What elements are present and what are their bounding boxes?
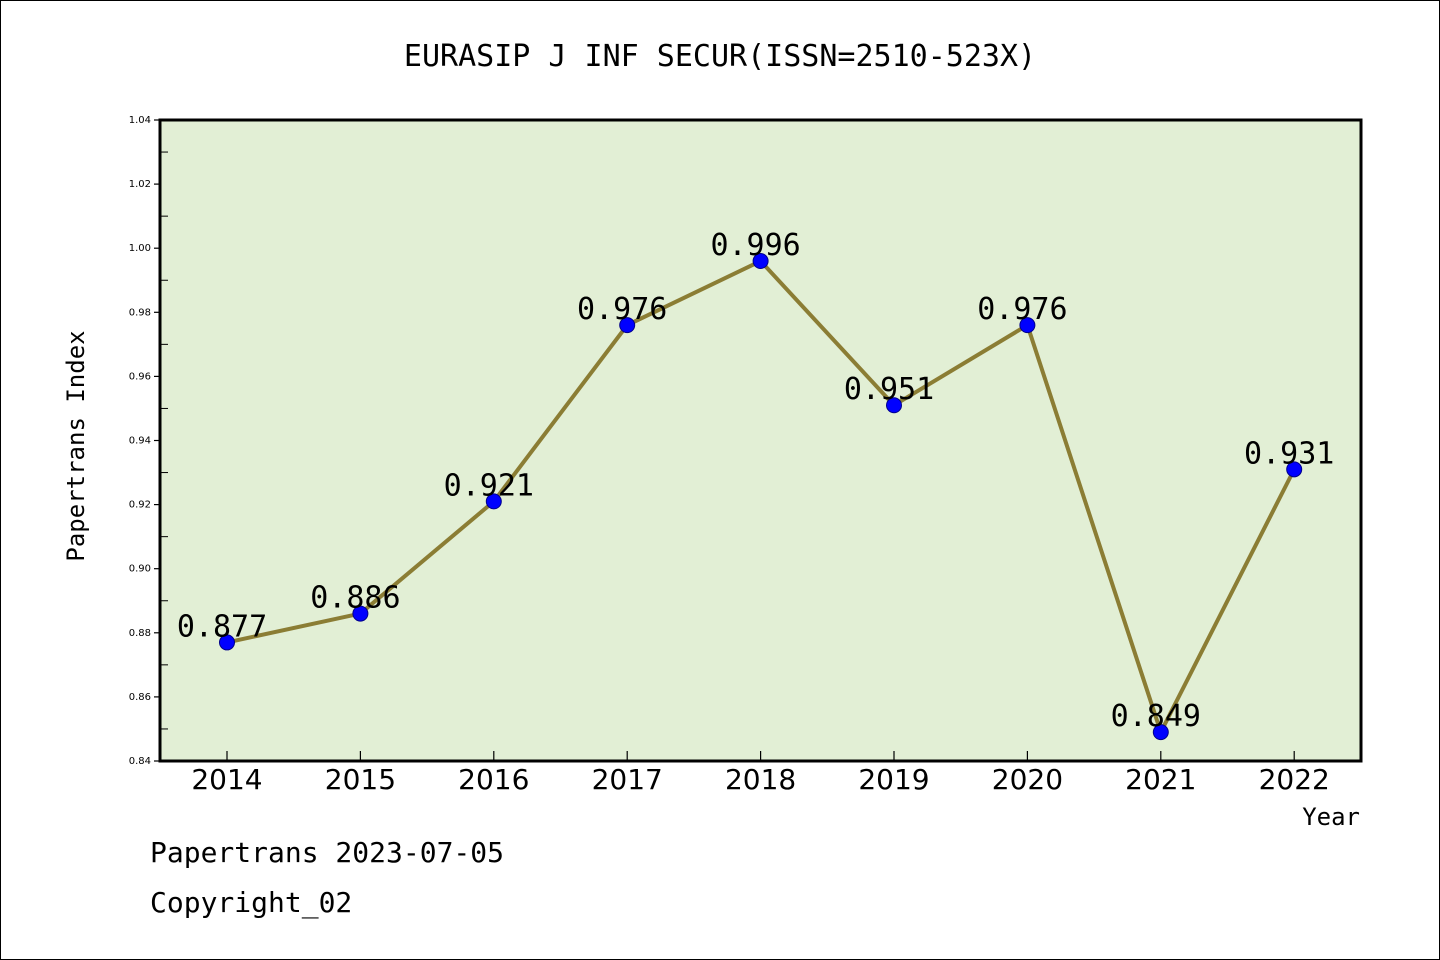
data-label: 0.877 (177, 609, 267, 644)
x-tick-label: 2019 (858, 763, 929, 796)
data-point (219, 634, 235, 651)
x-tick-label: 2014 (191, 763, 262, 796)
plot-area (158, 118, 1363, 763)
data-label: 0.951 (844, 372, 934, 407)
x-tick-label: 2018 (725, 763, 796, 796)
y-tick-label: 0.92 (129, 500, 151, 511)
y-tick-label: 1.02 (129, 179, 151, 190)
x-tick-label: 2017 (592, 763, 663, 796)
data-label: 0.976 (577, 292, 667, 327)
data-label: 0.976 (977, 292, 1067, 327)
y-tick-label: 0.84 (129, 756, 151, 767)
data-point (485, 493, 502, 510)
y-tick-label: 1.04 (129, 115, 151, 126)
x-tick-label: 2016 (458, 763, 529, 796)
x-tick-label: 2022 (1259, 763, 1330, 796)
y-tick-label: 0.90 (129, 564, 151, 575)
data-point (1286, 461, 1303, 478)
footer-date: Papertrans 2023-07-05 (150, 836, 505, 869)
x-tick-label: 2015 (325, 763, 396, 796)
data-point (1152, 724, 1169, 741)
footer-copyright: Copyright_02 (150, 886, 353, 919)
x-tick-label: 2020 (992, 763, 1063, 796)
data-point (352, 605, 369, 622)
y-tick-label: 1.00 (129, 243, 151, 254)
data-label: 0.996 (710, 228, 800, 263)
y-tick-label: 0.94 (129, 436, 151, 447)
x-tick-label: 2021 (1125, 763, 1196, 796)
series-layer (219, 253, 1303, 741)
data-point (619, 317, 636, 334)
data-point (752, 253, 769, 270)
x-axis: 2014 2015 2016 2017 2018 2019 2020 2021 2022 (191, 751, 1330, 796)
data-labels: 0.877 0.886 0.921 0.976 0.996 0.951 0.976 0.849… (177, 228, 1335, 734)
data-point (1019, 317, 1036, 334)
y-axis: 0.84 0.86 0.88 0.90 0.92 0.94 0.96 0.98 1.00 1.02… (129, 115, 168, 767)
data-point (886, 397, 902, 414)
data-label: 0.849 (1111, 699, 1201, 734)
y-tick-label: 0.88 (129, 628, 151, 639)
data-label: 0.931 (1244, 436, 1334, 471)
chart-title: EURASIP J INF SECUR(ISSN=2510-523X) (404, 39, 1036, 74)
data-label: 0.921 (444, 468, 534, 503)
y-tick-label: 0.98 (129, 307, 151, 318)
y-tick-label: 0.96 (129, 371, 151, 382)
x-axis-label: Year (1302, 803, 1360, 831)
y-tick-label: 0.86 (129, 692, 151, 703)
data-label: 0.886 (310, 581, 400, 616)
y-axis-label: Papertrans Index (62, 330, 90, 561)
